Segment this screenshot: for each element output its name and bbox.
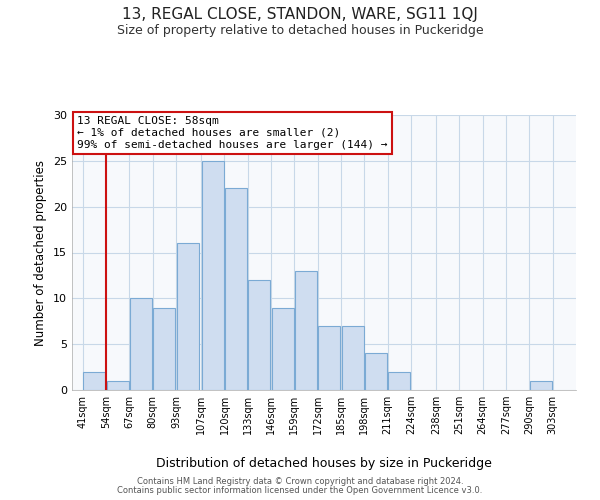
Text: Contains HM Land Registry data © Crown copyright and database right 2024.: Contains HM Land Registry data © Crown c… xyxy=(137,477,463,486)
Bar xyxy=(202,161,224,390)
Text: Contains public sector information licensed under the Open Government Licence v3: Contains public sector information licen… xyxy=(118,486,482,495)
Text: Size of property relative to detached houses in Puckeridge: Size of property relative to detached ho… xyxy=(116,24,484,37)
Bar xyxy=(248,280,271,390)
Text: 13, REGAL CLOSE, STANDON, WARE, SG11 1QJ: 13, REGAL CLOSE, STANDON, WARE, SG11 1QJ xyxy=(122,8,478,22)
Text: Distribution of detached houses by size in Puckeridge: Distribution of detached houses by size … xyxy=(156,458,492,470)
Bar xyxy=(130,298,152,390)
Bar xyxy=(295,271,317,390)
Bar xyxy=(319,326,340,390)
Bar xyxy=(530,381,552,390)
Bar xyxy=(83,372,106,390)
Bar xyxy=(342,326,364,390)
Text: 13 REGAL CLOSE: 58sqm
← 1% of detached houses are smaller (2)
99% of semi-detach: 13 REGAL CLOSE: 58sqm ← 1% of detached h… xyxy=(77,116,388,150)
Bar xyxy=(365,354,387,390)
Bar xyxy=(177,244,199,390)
Bar xyxy=(272,308,293,390)
Y-axis label: Number of detached properties: Number of detached properties xyxy=(34,160,47,346)
Bar xyxy=(388,372,410,390)
Bar xyxy=(154,308,175,390)
Bar xyxy=(107,381,128,390)
Bar xyxy=(225,188,247,390)
